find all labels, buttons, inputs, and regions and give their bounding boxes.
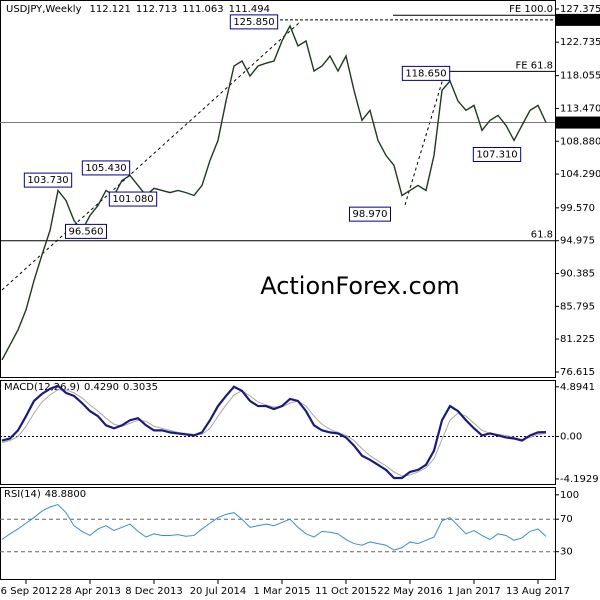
- price-frame: [0, 0, 556, 378]
- y-tick-label: 122.735: [560, 37, 600, 48]
- axis-marker: [556, 116, 600, 129]
- trend-line: [404, 71, 446, 206]
- x-tick-label: 1 Mar 2015: [253, 586, 310, 597]
- ohlc-value: 112.713: [136, 4, 177, 15]
- annotation-box: [229, 14, 279, 30]
- y-tick-label: 90.385: [560, 269, 595, 280]
- annotation-label: 118.650: [405, 68, 446, 79]
- annotation-label: 101.080: [112, 194, 153, 205]
- y-tick-label: 108.880: [560, 136, 600, 147]
- price-line-series: [1, 24, 547, 361]
- y-tick-label: 127.375: [560, 4, 600, 15]
- y-tick-label: 118.055: [560, 71, 600, 82]
- y-tick-label: 0.00: [560, 431, 582, 442]
- readout: 48.8800: [45, 489, 86, 500]
- annotation-box: [401, 65, 451, 81]
- y-tick-label: 94.975: [560, 236, 595, 247]
- annotation-box: [23, 172, 73, 188]
- annotation-box: [65, 223, 107, 239]
- y-tick-label: 76.615: [560, 367, 595, 378]
- annotation-box: [349, 206, 391, 222]
- macd-line: [1, 389, 547, 477]
- chart-title: USDJPY,Weekly: [6, 4, 82, 15]
- annotation-label: 98.970: [353, 209, 388, 220]
- macd-frame: [0, 380, 556, 485]
- x-tick-label: 22 May 2016: [377, 586, 442, 597]
- y-tick-label: 4.8941: [560, 382, 595, 393]
- panel-title: RSI(14): [4, 489, 41, 500]
- y-tick-label: 30: [560, 547, 573, 558]
- axis-marker-label: 111.494: [560, 118, 600, 129]
- x-tick-label: 20 Jul 2014: [190, 586, 247, 597]
- y-tick-label: 104.290: [560, 169, 600, 180]
- readout: 0.4290: [84, 382, 119, 393]
- watermark: ActionForex.com: [260, 272, 460, 300]
- rsi-frame: [0, 487, 556, 580]
- x-tick-label: 16 Sep 2012: [0, 586, 58, 597]
- panel-title: MACD(12,26,9): [4, 382, 80, 393]
- y-tick-label: 99.570: [560, 203, 595, 214]
- fib-label: 61.8: [531, 230, 553, 241]
- y-tick-label: -4.1929: [560, 474, 599, 485]
- trend-line: [1, 21, 301, 291]
- rsi-line: [1, 504, 547, 551]
- annotation-label: 125.850: [233, 17, 274, 28]
- y-tick-label: 70: [560, 514, 573, 525]
- y-tick-label: 81.225: [560, 334, 595, 345]
- ohlc-value: 111.063: [182, 4, 223, 15]
- ohlc-value: 112.121: [90, 4, 131, 15]
- y-tick-label: 113.470: [560, 103, 600, 114]
- annotation-box: [108, 191, 158, 207]
- ohlc-value: 111.494: [229, 4, 270, 15]
- axis-marker-label: 125.850: [560, 15, 600, 26]
- x-tick-label: 28 Apr 2013: [59, 586, 121, 597]
- fib-label: FE 100.0: [509, 4, 553, 15]
- annotation-box: [472, 146, 522, 162]
- annotation-label: 105.430: [85, 163, 126, 174]
- x-tick-label: 11 Oct 2015: [315, 586, 377, 597]
- x-tick-label: 1 Jan 2017: [447, 586, 501, 597]
- y-tick-label: 85.795: [560, 301, 595, 312]
- macd-line: [1, 384, 547, 480]
- annotation-label: 96.560: [69, 226, 104, 237]
- axis-marker: [556, 13, 600, 26]
- annotation-label: 103.730: [27, 175, 68, 186]
- x-tick-label: 8 Dec 2013: [125, 586, 183, 597]
- annotation-box: [81, 160, 131, 176]
- fib-label: FE 61.8: [515, 60, 553, 71]
- readout: 0.3035: [123, 382, 158, 393]
- annotation-label: 107.310: [476, 149, 517, 160]
- x-tick-label: 13 Aug 2017: [506, 586, 570, 597]
- y-tick-label: 100: [560, 490, 579, 501]
